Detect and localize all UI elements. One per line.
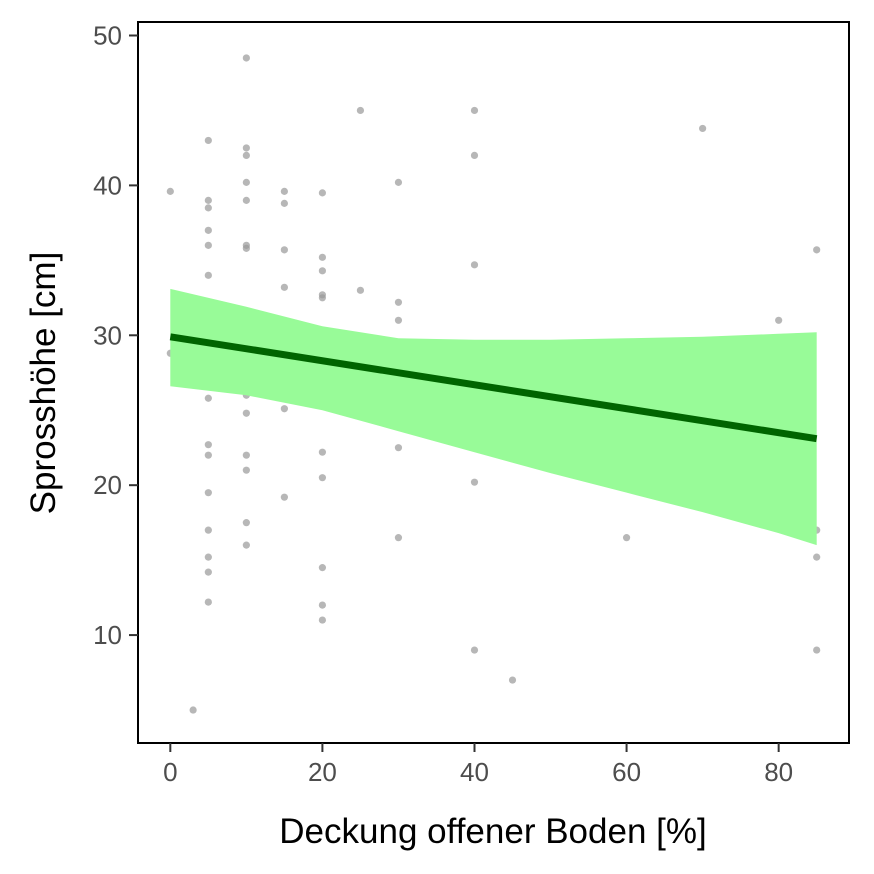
data-point	[280, 405, 288, 413]
data-point	[318, 616, 327, 624]
y-tick-label: 40	[93, 170, 122, 200]
data-point	[204, 598, 212, 606]
data-point	[204, 394, 212, 402]
data-point	[204, 568, 212, 576]
data-point	[394, 298, 403, 306]
x-tick-label: 20	[308, 757, 337, 787]
x-tick-label: 0	[163, 757, 177, 787]
data-point	[813, 553, 821, 561]
y-tick-label: 20	[93, 470, 122, 500]
data-point	[204, 136, 212, 145]
data-point	[189, 706, 197, 714]
data-point	[204, 271, 212, 279]
data-point	[242, 54, 250, 62]
x-axis-title: Deckung offener Boden [%]	[279, 812, 706, 851]
y-tick-label: 50	[93, 20, 122, 50]
data-point	[775, 316, 783, 324]
data-point	[394, 178, 403, 186]
data-point	[318, 267, 327, 275]
data-point	[204, 241, 212, 249]
data-point	[813, 646, 821, 654]
data-point	[242, 466, 250, 474]
plot-area	[138, 22, 849, 743]
data-point	[394, 444, 403, 452]
data-point	[318, 474, 327, 482]
data-point	[508, 676, 517, 684]
data-point	[318, 564, 327, 572]
data-point	[318, 294, 327, 302]
data-point	[318, 448, 327, 456]
data-point	[204, 526, 212, 534]
data-point	[280, 283, 288, 291]
data-point	[318, 253, 327, 261]
data-point	[470, 261, 479, 269]
data-point	[242, 196, 250, 204]
data-point	[242, 519, 250, 527]
y-axis-title: Sprosshöhe [cm]	[24, 252, 63, 515]
data-point	[622, 534, 631, 542]
data-point	[242, 178, 250, 186]
y-tick-label: 30	[93, 320, 122, 350]
data-point	[699, 124, 707, 133]
data-point	[204, 451, 212, 459]
data-point	[242, 151, 250, 160]
data-point	[394, 316, 403, 324]
data-point	[280, 493, 288, 501]
data-point	[356, 106, 365, 115]
data-point	[470, 151, 479, 160]
data-point	[242, 451, 250, 459]
data-point	[280, 187, 288, 195]
data-point	[394, 534, 403, 542]
data-point	[318, 601, 327, 609]
data-point	[242, 244, 250, 252]
data-point	[204, 553, 212, 561]
data-point	[280, 246, 288, 254]
data-point	[318, 189, 327, 197]
data-point	[470, 478, 479, 486]
data-point	[242, 144, 250, 152]
axes: 0 20 40 60 80 10 20 30 40 50	[93, 20, 850, 787]
x-tick-label: 60	[612, 757, 641, 787]
panel-border	[137, 21, 850, 744]
data-point	[470, 106, 479, 115]
data-point	[242, 409, 250, 417]
data-point	[204, 489, 212, 497]
data-point	[280, 199, 288, 207]
data-point	[204, 204, 212, 212]
data-point	[356, 286, 365, 294]
y-tick-label: 10	[93, 620, 122, 650]
data-point	[470, 646, 479, 654]
confidence-band	[170, 288, 817, 546]
data-point	[204, 441, 212, 449]
data-point	[204, 196, 212, 204]
data-point	[242, 541, 250, 549]
data-point	[166, 187, 174, 195]
x-tick-label: 40	[460, 757, 489, 787]
data-point	[813, 246, 821, 254]
x-tick-label: 80	[764, 757, 793, 787]
data-point	[204, 226, 212, 234]
regression-line	[169, 333, 818, 443]
